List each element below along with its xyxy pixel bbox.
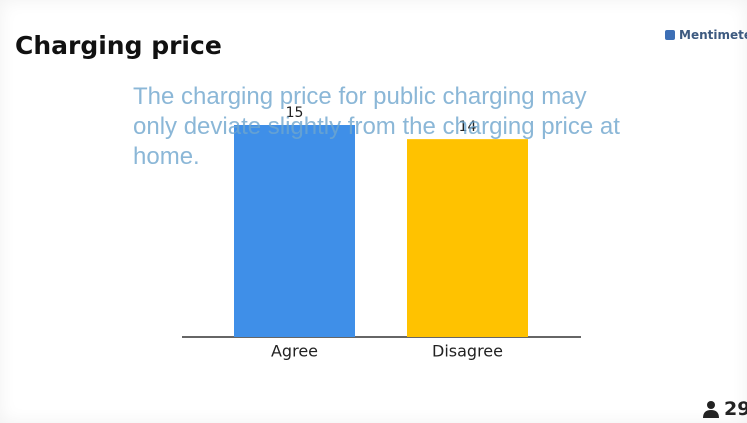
bar xyxy=(234,125,355,337)
participant-number: 29 xyxy=(724,398,747,420)
question-text: The charging price for public charging m… xyxy=(133,83,620,170)
x-tick-label: Disagree xyxy=(432,342,503,361)
chart-title: Charging price xyxy=(15,31,222,60)
bar xyxy=(407,139,528,337)
value-label: 15 xyxy=(286,105,304,121)
x-tick-label: Agree xyxy=(271,342,318,361)
value-label: 14 xyxy=(459,119,477,135)
person-icon xyxy=(703,401,719,418)
brand-name: Mentimeter xyxy=(679,28,747,42)
participant-count: 29 xyxy=(702,398,747,420)
brand: Mentimeter xyxy=(665,28,747,42)
brand-icon xyxy=(665,30,675,40)
